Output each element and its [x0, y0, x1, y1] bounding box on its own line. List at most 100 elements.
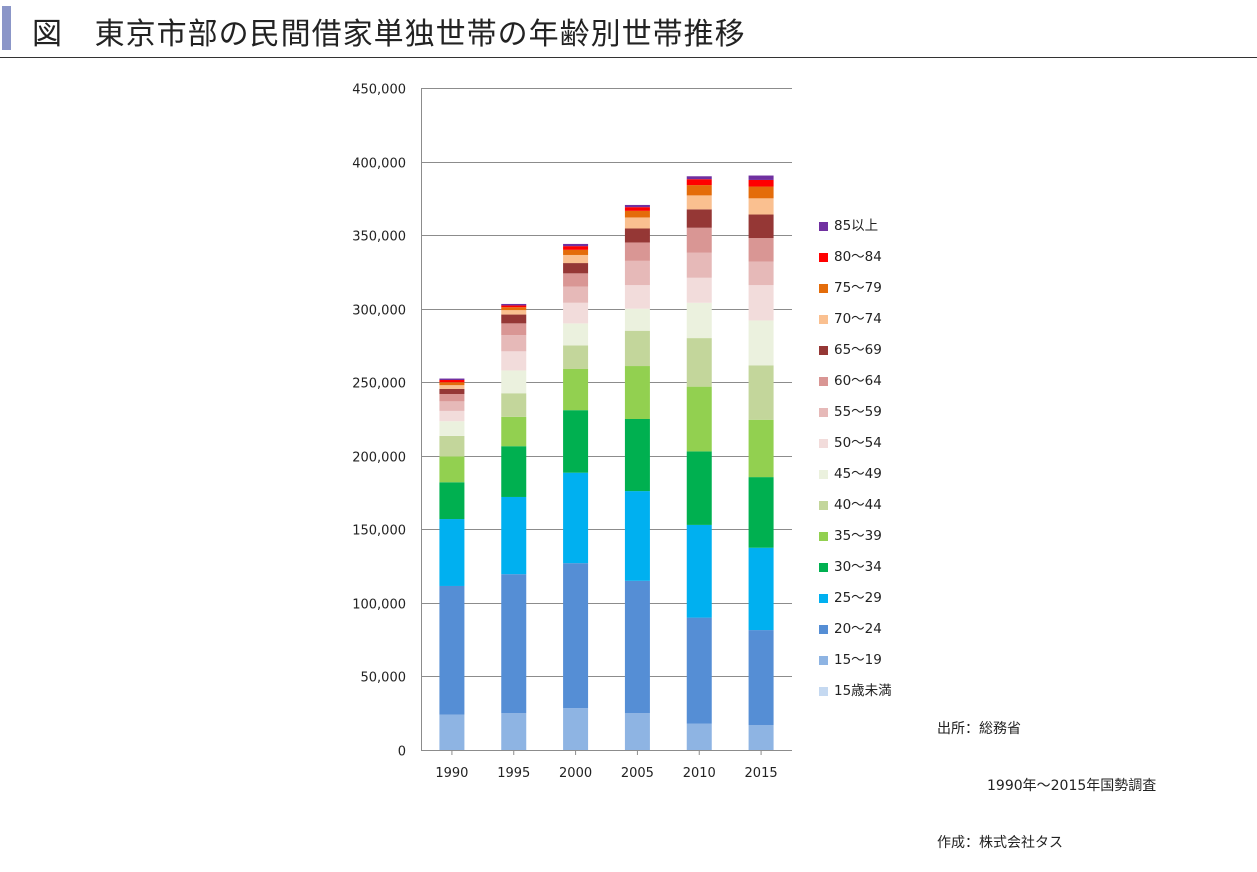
- bar-segment: [624, 228, 650, 243]
- legend-label: 80～84: [834, 249, 882, 265]
- bar-segment: [501, 303, 527, 306]
- legend-label: 85以上: [834, 218, 879, 234]
- bar-segment: [624, 366, 650, 419]
- y-tick-label: 450,000: [352, 83, 406, 98]
- bar-segment: [439, 410, 465, 422]
- legend-label: 20～24: [834, 621, 882, 637]
- y-tick-label: 250,000: [352, 377, 406, 392]
- bar-segment: [624, 580, 650, 714]
- bar-segment: [624, 217, 650, 229]
- bar-segment: [686, 451, 712, 525]
- y-axis-tick-labels: 0 50,000 100,000 150,000 200,000 250,000 300,0…: [352, 83, 406, 760]
- bar-segment: [748, 238, 774, 262]
- bar-segment: [563, 708, 589, 750]
- bar-segment: [501, 335, 527, 352]
- bar-segment: [501, 446, 527, 497]
- y-tick-label: 350,000: [352, 230, 406, 245]
- bar-segment: [624, 285, 650, 309]
- bar-segment: [624, 242, 650, 261]
- legend-swatch: [819, 656, 828, 665]
- legend-swatch: [819, 687, 828, 696]
- bar-segment: [501, 574, 527, 714]
- bar-segment: [624, 330, 650, 367]
- bar-segment: [439, 456, 465, 483]
- y-tick-label: 300,000: [352, 304, 406, 319]
- legend-swatch: [819, 532, 828, 541]
- bar-segment: [501, 351, 527, 371]
- title-accent-bar: [2, 6, 11, 50]
- source-line-2: 1990年～2015年国勢調査: [987, 778, 1157, 794]
- bar-segment: [501, 416, 527, 447]
- legend-label: 60～64: [834, 373, 882, 389]
- bar-segment: [563, 243, 589, 247]
- bar-segment: [624, 491, 650, 581]
- bar-segment: [563, 254, 589, 264]
- bar-segment: [563, 249, 589, 255]
- bar-segment: [624, 713, 650, 750]
- bar-segment: [563, 263, 589, 274]
- bar-segment: [501, 314, 527, 324]
- bar-segment: [563, 368, 589, 411]
- bar-segment: [439, 378, 465, 381]
- bar-segment: [439, 401, 465, 411]
- bar-segment: [439, 714, 465, 750]
- bar-segment: [563, 323, 589, 346]
- legend-label: 55～59: [834, 404, 882, 420]
- legend-swatch: [819, 222, 828, 231]
- bar-segment: [686, 176, 712, 180]
- legend-label: 40～44: [834, 497, 882, 513]
- bar-segment: [439, 519, 465, 586]
- legend-swatch: [819, 346, 828, 355]
- bar-segment: [748, 285, 774, 321]
- bar-segment: [624, 210, 650, 218]
- bar-segment: [501, 713, 527, 750]
- bar-segment: [501, 496, 527, 575]
- bar-segment: [439, 385, 465, 389]
- legend-swatch: [819, 284, 828, 293]
- bar-segment: [439, 482, 465, 520]
- bar-segment: [686, 386, 712, 452]
- bar-segment: [624, 204, 650, 208]
- y-tick-label: 200,000: [352, 451, 406, 466]
- x-tick-label: 2000: [559, 766, 592, 781]
- bar-segment: [748, 179, 774, 187]
- legend-label: 35～39: [834, 528, 882, 544]
- chart-gridlines: [421, 88, 792, 677]
- bar-segment: [686, 723, 712, 750]
- legend-label: 70～74: [834, 311, 882, 327]
- source-note: 出所：総務省 1990年～2015年国勢調査 作成：株式会社タス: [937, 682, 1156, 872]
- bar-segment: [686, 302, 712, 339]
- legend-label: 65～69: [834, 342, 882, 358]
- legend-label: 45～49: [834, 466, 882, 482]
- bar-segment: [563, 246, 589, 250]
- bar-segment: [686, 179, 712, 186]
- bar-segment: [748, 320, 774, 366]
- legend-swatch: [819, 594, 828, 603]
- stacked-bar-chart: 0 50,000 100,000 150,000 200,000 250,000 300,0…: [352, 83, 792, 781]
- title-main: 東京市部の民間借家単独世帯の年齢別世帯推移: [94, 17, 746, 52]
- bar-segment: [563, 273, 589, 287]
- y-tick-label: 0: [398, 745, 406, 760]
- legend-label: 15～19: [834, 652, 882, 668]
- source-line-3: 作成：株式会社タス: [937, 835, 1063, 851]
- bar-segment: [439, 435, 465, 457]
- legend-swatch: [819, 501, 828, 510]
- bar-segment: [624, 308, 650, 331]
- legend-swatch: [819, 315, 828, 324]
- bar-segment: [748, 365, 774, 420]
- x-tick-label: 2010: [683, 766, 716, 781]
- legend-swatch: [819, 563, 828, 572]
- y-tick-label: 50,000: [361, 671, 407, 686]
- bar-segment: [501, 323, 527, 336]
- y-tick-label: 100,000: [352, 598, 406, 613]
- x-axis-tick-labels: 1990 1995 2000 2005 2010 2015: [435, 766, 777, 781]
- legend-swatch: [819, 377, 828, 386]
- bar-segment: [686, 227, 712, 253]
- bar-segment: [748, 724, 774, 750]
- bar-segment: [439, 393, 465, 402]
- legend-swatch: [819, 253, 828, 262]
- bar-segment: [501, 307, 527, 311]
- bar-segment: [686, 617, 712, 724]
- legend-label: 75～79: [834, 280, 882, 296]
- bar-segment: [501, 305, 527, 308]
